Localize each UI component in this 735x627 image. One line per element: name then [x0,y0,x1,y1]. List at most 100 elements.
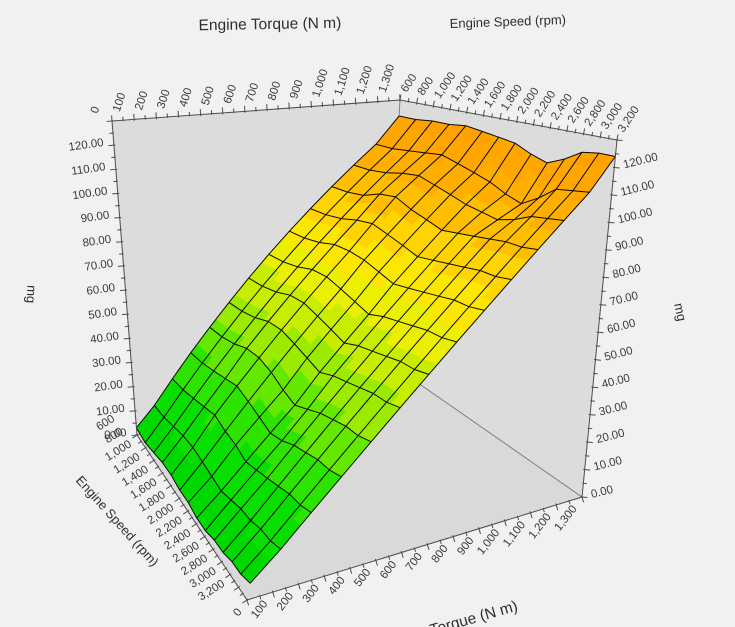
axis-mg-left: 0.00 10.00 20.00 30.00 40.00 50.00 60.00 70.00 8… [68,120,139,442]
major-tick [114,216,122,219]
tick-label: 80.00 [611,263,642,282]
major-tick [221,107,224,115]
tick-label: 200 [275,591,296,614]
major-tick [127,386,135,388]
major-tick [432,100,435,108]
minor-tick [163,478,168,482]
tick-label: 400 [326,575,347,598]
tick-label: 800 [429,543,450,566]
major-tick [297,582,301,590]
major-tick [155,112,157,120]
tick-label: 20.00 [93,379,123,395]
tick-label: 70.00 [609,290,640,309]
major-tick [310,100,312,108]
tick-label: 50.00 [603,345,634,364]
mesh-line-iso-speed [162,124,450,463]
minor-tick [542,507,545,513]
major-tick [132,433,139,439]
minor-tick [336,571,339,576]
major-tick [596,331,604,334]
major-tick [199,535,207,541]
major-tick [110,168,118,171]
major-tick [123,337,131,340]
tick-label: 20.00 [595,427,626,446]
major-tick [478,527,482,535]
major-tick [119,289,127,292]
major-tick [615,139,623,142]
major-tick [106,120,114,122]
tick-label: 1,200 [527,511,554,541]
major-tick [610,194,618,196]
tick-label: 0 [89,105,102,115]
tick-label: 0 [231,606,244,618]
major-tick [174,497,181,502]
tick-label: 500 [200,85,217,107]
major-tick [599,304,607,306]
major-tick [191,522,198,528]
major-tick [332,99,335,107]
minor-tick [407,98,410,103]
tick-label: 10.00 [592,455,623,474]
tick-label: 60.00 [86,282,116,298]
mesh-line-iso-speed [204,153,532,531]
tick-label: 400 [178,87,195,109]
plot-3d-box: 0 100 200 300 400 500 600 700 800 900 1,000 1,100 1,… [68,63,659,621]
major-tick [482,109,485,117]
minor-tick [197,529,202,533]
tick-label: 30.00 [92,354,122,370]
mesh-line-iso-torque [154,405,282,550]
axis-title-mg-left: mg [24,285,40,304]
mesh-line-iso-torque [398,115,616,164]
major-tick [157,471,164,477]
major-tick [182,509,190,515]
major-tick [376,96,379,104]
tick-label: 300 [155,88,172,110]
minor-tick [146,453,151,457]
tick-label: 80.00 [82,234,112,250]
tick-label: 1,000 [310,68,330,99]
major-tick [165,484,173,490]
major-tick [399,94,402,102]
major-tick [374,558,378,566]
major-tick [532,119,536,127]
mesh-line-iso-torque [331,186,539,251]
tick-label: 120.00 [68,137,105,154]
major-tick [244,105,246,113]
major-tick [125,361,133,364]
mesh-line-iso-speed [170,125,467,476]
major-tick [591,386,599,389]
minor-tick [524,119,527,125]
major-tick [583,468,591,471]
tick-label: 600 [378,559,399,582]
major-tick [199,109,202,117]
major-tick [116,241,124,243]
minor-tick [491,113,493,118]
major-tick [529,511,533,519]
minor-tick [413,547,417,552]
mesh-line-iso-torque [353,164,565,221]
minor-tick [516,515,520,521]
major-tick [452,535,456,543]
minor-tick [568,499,571,505]
minor-tick [557,125,560,131]
major-tick [503,519,507,527]
major-tick [588,413,596,416]
axis-title-torque-top: Engine Torque (N m) [198,15,341,34]
mesh-line-iso-torque [310,208,512,281]
tick-label: 900 [288,78,305,100]
major-tick [516,116,519,124]
major-tick [288,102,290,110]
minor-tick [239,592,244,597]
tick-label: 40.00 [601,372,632,391]
major-tick [415,97,419,105]
minor-tick [491,523,494,529]
major-tick [566,125,569,133]
major-tick [177,110,180,118]
axis-title-torque-bottom: Engine Torque (N m) [378,598,520,627]
major-tick [246,598,250,606]
minor-tick [222,567,227,571]
minor-tick [231,579,236,584]
major-tick [582,128,586,136]
